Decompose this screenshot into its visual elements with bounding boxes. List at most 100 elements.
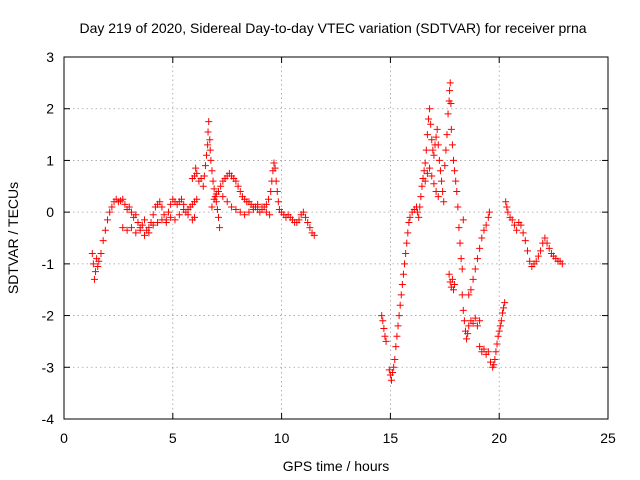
data-point	[543, 239, 551, 247]
data-point	[422, 146, 430, 154]
axis-ticks	[63, 56, 609, 420]
data-point	[178, 195, 186, 203]
data-point	[476, 244, 484, 252]
data-point	[523, 247, 531, 255]
data-point	[132, 211, 140, 219]
x-tick-label: 25	[600, 430, 616, 446]
data-point	[254, 200, 262, 208]
data-point	[453, 187, 461, 195]
data-point	[427, 120, 435, 128]
data-point	[467, 286, 475, 294]
data-point	[444, 110, 452, 118]
data-point	[125, 203, 133, 211]
data-point	[463, 335, 471, 343]
data-point	[465, 291, 473, 299]
data-point	[428, 136, 436, 144]
data-point	[537, 247, 545, 255]
data-point	[397, 291, 405, 299]
data-point	[160, 211, 168, 219]
y-tick-label: -1	[42, 256, 55, 272]
data-point	[459, 306, 467, 314]
data-point	[521, 237, 529, 245]
data-point	[458, 291, 466, 299]
data-point	[417, 193, 425, 201]
data-point	[88, 250, 96, 258]
data-point	[119, 224, 127, 232]
data-point	[210, 195, 218, 203]
data-point	[480, 345, 488, 353]
x-tick-label: 10	[274, 430, 290, 446]
data-point	[545, 244, 553, 252]
data-point	[204, 128, 212, 136]
data-point	[459, 216, 467, 224]
data-point	[232, 177, 240, 185]
data-point	[89, 260, 97, 268]
data-point	[429, 146, 437, 154]
data-point	[451, 167, 459, 175]
data-point	[454, 203, 462, 211]
data-point	[439, 187, 447, 195]
data-point	[206, 146, 214, 154]
data-point	[206, 136, 214, 144]
data-point	[421, 177, 429, 185]
data-point	[500, 304, 508, 312]
x-tick-labels: 0 5 10 15 20 25	[60, 430, 616, 446]
data-point	[484, 213, 492, 221]
data-point	[228, 203, 236, 211]
data-point	[92, 268, 100, 276]
data-point	[456, 239, 464, 247]
y-tick-label: -2	[42, 308, 55, 324]
data-point	[90, 275, 98, 283]
data-point	[381, 332, 389, 340]
data-point	[104, 216, 112, 224]
data-point	[201, 162, 209, 170]
data-point	[401, 260, 409, 268]
data-point	[438, 177, 446, 185]
data-point	[149, 221, 157, 229]
y-tick-labels: -4 -3 -2 -1 0 1 2 3	[42, 49, 55, 427]
data-point	[451, 281, 459, 289]
data-point	[191, 213, 199, 221]
data-point	[271, 164, 279, 172]
data-point	[302, 213, 310, 221]
x-tick-label: 15	[383, 430, 399, 446]
y-tick-label: 1	[46, 152, 54, 168]
data-point	[262, 200, 270, 208]
data-point	[145, 229, 153, 237]
data-point	[167, 200, 175, 208]
data-point	[418, 182, 426, 190]
data-point	[476, 317, 484, 325]
chart-title: Day 219 of 2020, Sidereal Day-to-day VTE…	[79, 20, 586, 36]
data-point	[249, 206, 257, 214]
data-point	[265, 195, 273, 203]
data-point	[447, 125, 455, 133]
y-tick-label: -3	[42, 359, 55, 375]
data-point	[423, 169, 431, 177]
data-point	[452, 177, 460, 185]
data-point	[430, 180, 438, 188]
data-point	[123, 226, 131, 234]
data-point	[270, 159, 278, 167]
data-point	[430, 151, 438, 159]
data-point	[465, 322, 473, 330]
data-point	[193, 169, 201, 177]
data-point	[485, 208, 493, 216]
data-point	[395, 312, 403, 320]
data-point	[492, 348, 500, 356]
data-point	[448, 141, 456, 149]
plot-frame	[63, 56, 609, 420]
data-point	[426, 164, 434, 172]
data-point	[203, 151, 211, 159]
data-point	[415, 213, 423, 221]
data-point	[101, 226, 109, 234]
data-point	[310, 231, 318, 239]
x-tick-label: 5	[169, 430, 177, 446]
data-point	[450, 156, 458, 164]
data-point	[127, 208, 135, 216]
data-point	[513, 226, 521, 234]
data-point	[502, 198, 510, 206]
data-point	[95, 257, 103, 265]
x-axis-label: GPS time / hours	[283, 458, 390, 474]
data-point	[389, 368, 397, 376]
data-point	[421, 159, 429, 167]
